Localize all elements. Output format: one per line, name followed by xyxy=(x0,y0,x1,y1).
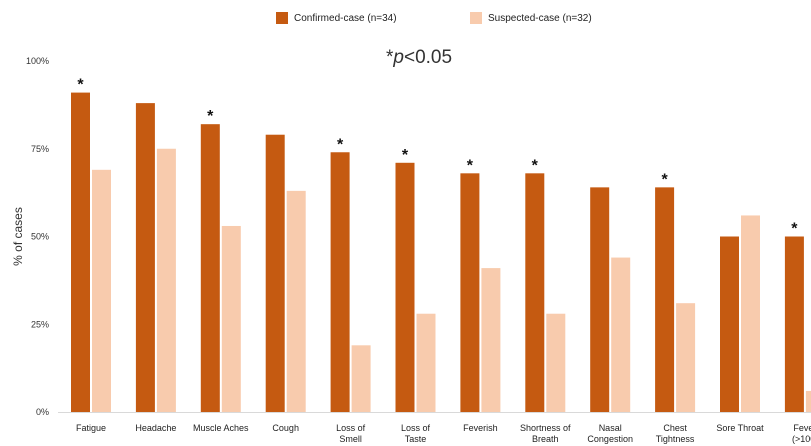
y-tick-label: 0% xyxy=(36,407,49,417)
annotation-star: * xyxy=(386,47,394,68)
annotation-threshold: <0.05 xyxy=(403,47,453,68)
y-tick-label: 25% xyxy=(31,319,49,329)
x-tick-label: Chest Tightness xyxy=(656,423,695,444)
bar-confirmed xyxy=(265,134,285,412)
x-tick-label-line: Nasal xyxy=(599,423,622,433)
x-tick-label-line: Fever xyxy=(793,423,811,433)
x-tick-label: Fatigue xyxy=(76,423,106,433)
x-tick-label-line: Congestion xyxy=(587,434,633,444)
bar-suspected xyxy=(351,345,371,412)
x-tick-label: Loss of Taste xyxy=(401,423,431,444)
x-tick-label-line: Taste xyxy=(405,434,427,444)
bar-confirmed xyxy=(720,236,739,412)
bar-suspected xyxy=(416,313,436,412)
x-tick-label: Fever(>100. xyxy=(792,423,811,444)
y-axis-label: % of cases xyxy=(11,207,25,266)
legend-swatch-suspected xyxy=(470,12,482,24)
bar-confirmed xyxy=(460,173,480,412)
bar-confirmed xyxy=(200,124,220,413)
bar-confirmed xyxy=(330,152,350,412)
x-tick-label-line: Smell xyxy=(339,434,362,444)
bar-confirmed xyxy=(71,92,90,412)
bar-confirmed xyxy=(395,162,415,412)
x-tick-label-line: Headache xyxy=(135,423,176,433)
bar-suspected xyxy=(156,148,176,412)
bar-confirmed xyxy=(784,236,804,412)
x-tick-label: Muscle Aches xyxy=(193,423,249,433)
x-tick-label-line: Chest xyxy=(663,423,687,433)
legend-swatch-confirmed xyxy=(276,12,288,24)
bar-suspected xyxy=(611,257,631,412)
x-tick-label-line: Muscle Aches xyxy=(193,423,249,433)
significance-annotation: *p<0.05 xyxy=(386,47,452,69)
x-tick-label-line: Loss of xyxy=(336,423,366,433)
bar-confirmed xyxy=(655,187,675,412)
x-tick-label-line: Cough xyxy=(272,423,299,433)
bar-confirmed xyxy=(590,187,610,412)
bar-suspected xyxy=(286,190,306,412)
bar-suspected xyxy=(805,390,811,412)
bar-suspected xyxy=(676,303,696,412)
significance-star: * xyxy=(532,157,539,174)
x-tick-label: Feverish xyxy=(463,423,498,433)
x-tick-label-line: Tightness xyxy=(656,434,695,444)
bar-suspected xyxy=(481,268,501,412)
significance-star: * xyxy=(402,147,409,164)
legend-label-confirmed: Confirmed-case (n=34) xyxy=(294,12,397,24)
x-tick-label: Headache xyxy=(135,423,176,433)
significance-star: * xyxy=(207,108,214,125)
x-tick-label-line: (>100. xyxy=(792,434,811,444)
x-tick-label: Loss of Smell xyxy=(336,423,366,444)
significance-star: * xyxy=(661,171,668,188)
bar-suspected xyxy=(92,169,111,412)
x-tick-label: Shortness of Breath xyxy=(520,423,571,444)
x-tick-label-line: Feverish xyxy=(463,423,498,433)
legend-item-suspected: Suspected-case (n=32) xyxy=(470,12,592,24)
legend-label-suspected: Suspected-case (n=32) xyxy=(488,12,592,24)
significance-star: * xyxy=(337,136,344,153)
bar-confirmed xyxy=(135,103,155,413)
bar-suspected xyxy=(221,225,241,412)
significance-star: * xyxy=(77,77,84,94)
y-tick-label: 75% xyxy=(31,144,49,154)
legend-item-confirmed: Confirmed-case (n=34) xyxy=(276,12,397,24)
x-tick-label-line: Loss of xyxy=(401,423,431,433)
bar-suspected xyxy=(546,313,566,412)
y-tick-label: 100% xyxy=(26,56,49,66)
x-tick-label: Nasal Congestion xyxy=(587,423,633,444)
significance-star: * xyxy=(467,157,474,174)
significance-star: * xyxy=(791,221,798,238)
chart-legend: Confirmed-case (n=34) Suspected-case (n=… xyxy=(0,12,811,28)
x-tick-label-line: Sore Throat xyxy=(716,423,764,433)
x-tick-label: Cough xyxy=(272,423,299,433)
x-tick-label: Sore Throat xyxy=(716,423,764,433)
x-tick-label-line: Fatigue xyxy=(76,423,106,433)
bar-confirmed xyxy=(525,173,545,412)
x-tick-label-line: Breath xyxy=(532,434,559,444)
bar-suspected xyxy=(741,215,760,412)
x-tick-label-line: Shortness of xyxy=(520,423,571,433)
annotation-p: p xyxy=(393,47,404,68)
y-tick-label: 50% xyxy=(31,232,49,242)
